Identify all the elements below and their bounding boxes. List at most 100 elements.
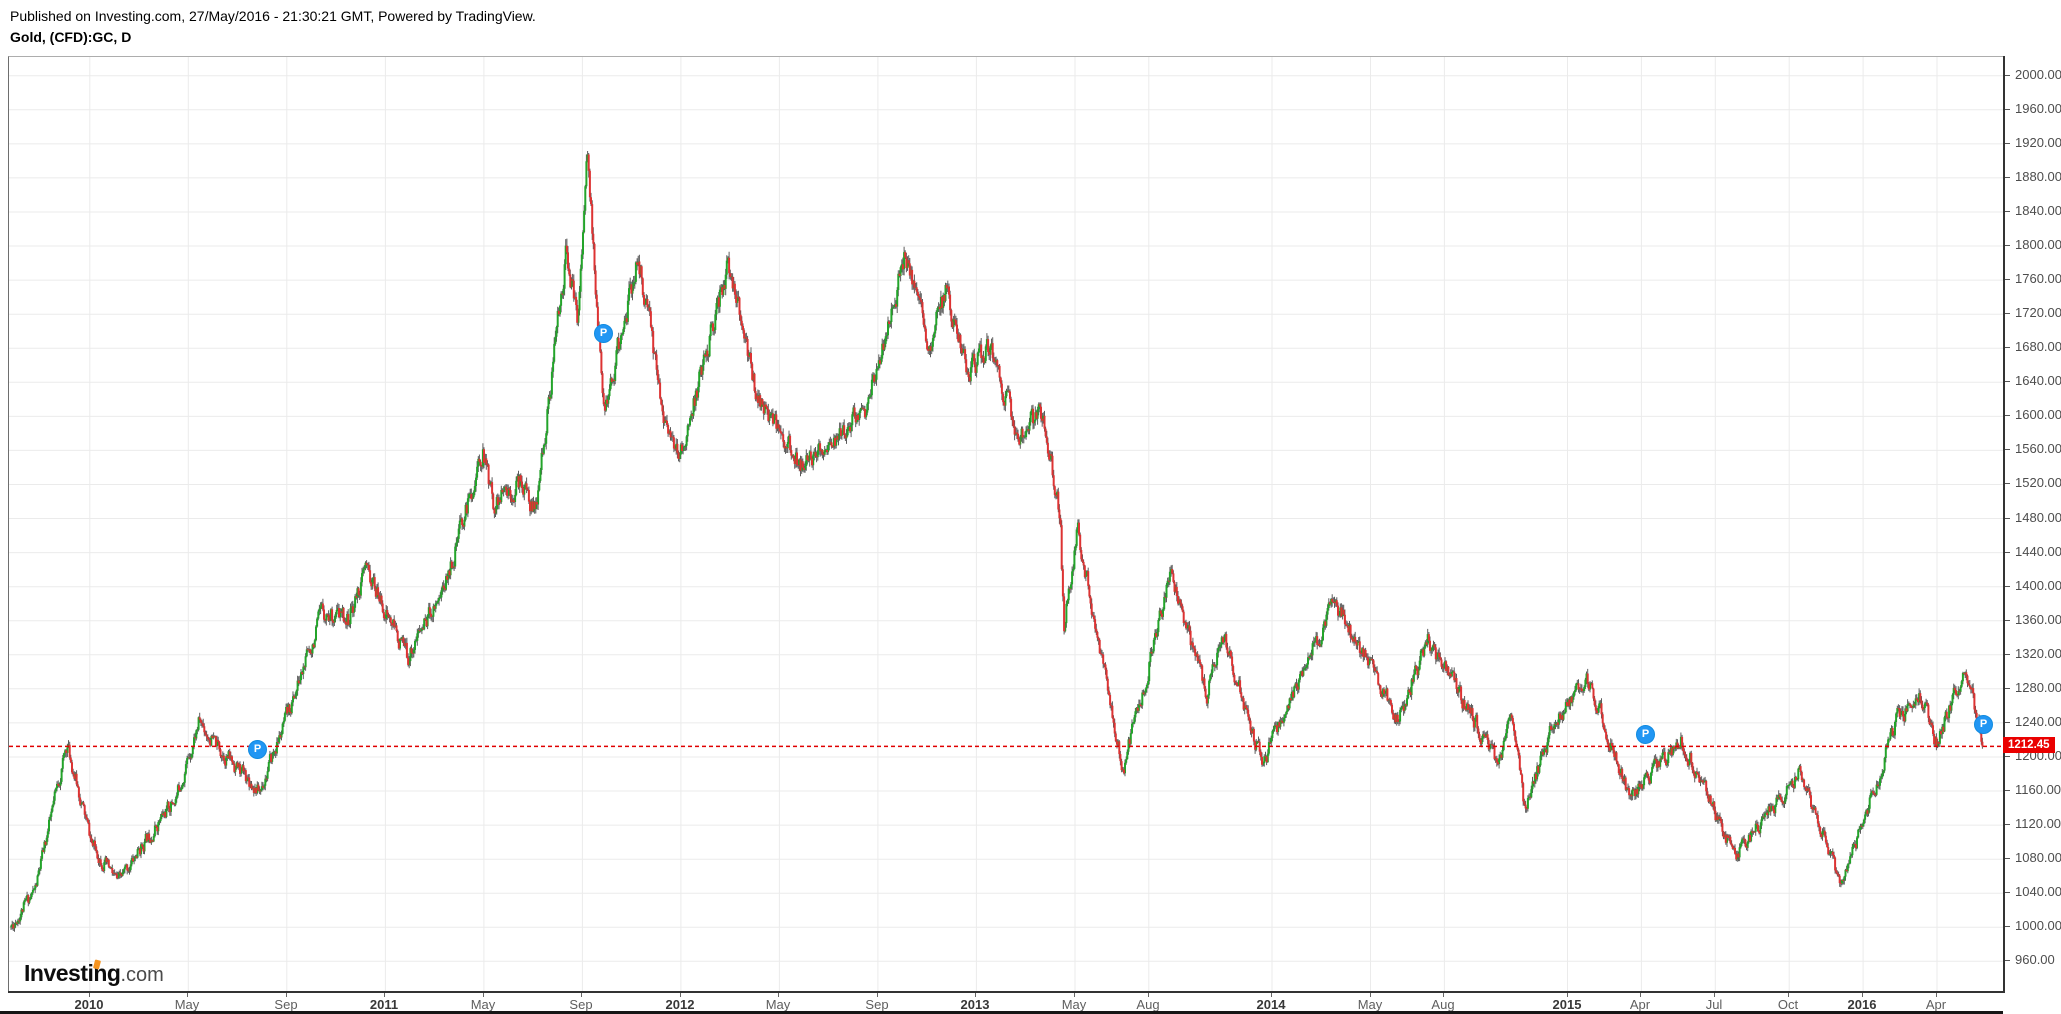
time-axis[interactable]: 2010 May Sep 2011 May Sep 2012 May Sep 2013 May Aug… — [8, 991, 2003, 1013]
price-tick-mark — [2005, 381, 2010, 382]
price-tick-label: 1920.00 — [2015, 135, 2061, 150]
price-tick-mark — [2005, 960, 2010, 961]
price-axis[interactable]: 2000.00 1960.00 1920.00 1880.00 1840.00 1800.… — [2003, 56, 2061, 993]
price-tick-label: 1560.00 — [2015, 441, 2061, 456]
price-tick-label: 1040.00 — [2015, 884, 2061, 899]
time-tick-label-month: May — [1357, 997, 1383, 1012]
price-tick-label: 1760.00 — [2015, 271, 2061, 286]
price-tick-mark — [2005, 756, 2010, 757]
price-tick-label: 1080.00 — [2015, 850, 2061, 865]
candlestick-plot[interactable] — [9, 57, 2004, 992]
price-chart[interactable]: Investing.com P P P P — [8, 56, 2004, 992]
time-tick-label-month: Sep — [569, 997, 593, 1012]
investing-logo: Investing.com — [24, 959, 164, 987]
price-tick-label: 1480.00 — [2015, 510, 2061, 525]
time-tick-mark — [680, 993, 681, 997]
price-tick-label: 1800.00 — [2015, 237, 2061, 252]
down-candles — [12, 154, 1984, 929]
price-tick-mark — [2005, 790, 2010, 791]
position-marker[interactable]: P — [594, 324, 613, 343]
gridlines — [9, 57, 2004, 992]
time-tick-label-year: 2013 — [960, 997, 990, 1012]
time-tick-label-month: Oct — [1777, 997, 1799, 1012]
time-tick-label-month: May — [1061, 997, 1087, 1012]
position-marker[interactable]: P — [1974, 715, 1993, 734]
time-tick-mark — [89, 993, 90, 997]
price-tick-label: 2000.00 — [2015, 67, 2061, 82]
price-tick-label: 1440.00 — [2015, 544, 2061, 559]
price-tick-mark — [2005, 688, 2010, 689]
time-tick-mark — [877, 993, 878, 997]
time-tick-mark — [1788, 993, 1789, 997]
price-tick-label: 1000.00 — [2015, 918, 2061, 933]
time-tick-mark — [1370, 993, 1371, 997]
price-tick-mark — [2005, 415, 2010, 416]
time-tick-label-month: May — [765, 997, 791, 1012]
time-tick-label-year: 2014 — [1256, 997, 1286, 1012]
time-tick-label-month: Sep — [274, 997, 298, 1012]
price-tick-mark — [2005, 722, 2010, 723]
time-tick-mark — [1714, 993, 1715, 997]
time-tick-mark — [1148, 993, 1149, 997]
time-tick-mark — [1443, 993, 1444, 997]
price-tick-mark — [2005, 620, 2010, 621]
logo-text: Investing — [24, 960, 121, 986]
time-tick-mark — [778, 993, 779, 997]
last-price-tag: 1212.45 — [2003, 737, 2055, 753]
time-tick-label-month: Aug — [1431, 997, 1455, 1012]
price-tick-label: 1120.00 — [2015, 816, 2061, 831]
price-tick-mark — [2005, 279, 2010, 280]
time-tick-mark — [1640, 993, 1641, 997]
time-tick-label-year: 2011 — [369, 997, 399, 1012]
time-tick-label-month: May — [470, 997, 496, 1012]
time-tick-mark — [1862, 993, 1863, 997]
symbol-title: Gold, (CFD):GC, D — [10, 29, 132, 45]
price-tick-label: 1240.00 — [2015, 714, 2061, 729]
position-marker[interactable]: P — [1636, 725, 1655, 744]
up-candles — [10, 154, 1980, 929]
price-tick-mark — [2005, 109, 2010, 110]
price-tick-label: 1880.00 — [2015, 169, 2061, 184]
bottom-border-bar — [0, 1011, 2003, 1014]
price-tick-label: 1960.00 — [2015, 101, 2061, 116]
time-tick-mark — [1074, 993, 1075, 997]
price-tick-mark — [2005, 926, 2010, 927]
price-tick-label: 1680.00 — [2015, 339, 2061, 354]
time-tick-label-year: 2015 — [1552, 997, 1582, 1012]
time-tick-label-year: 2016 — [1847, 997, 1877, 1012]
time-tick-label-month: Apr — [1925, 997, 1947, 1012]
price-tick-label: 960.00 — [2015, 952, 2055, 967]
time-tick-label-year: 2012 — [665, 997, 695, 1012]
price-tick-label: 1840.00 — [2015, 203, 2061, 218]
logo-suffix: .com — [120, 964, 164, 986]
price-tick-label: 1160.00 — [2015, 782, 2061, 797]
time-tick-label-month: Jul — [1705, 997, 1723, 1012]
price-tick-mark — [2005, 858, 2010, 859]
time-tick-mark — [286, 993, 287, 997]
price-tick-label: 1520.00 — [2015, 475, 2061, 490]
price-tick-mark — [2005, 347, 2010, 348]
time-tick-label-year: 2010 — [74, 997, 104, 1012]
price-tick-label: 1600.00 — [2015, 407, 2061, 422]
price-tick-mark — [2005, 483, 2010, 484]
price-tick-mark — [2005, 654, 2010, 655]
position-marker[interactable]: P — [248, 740, 267, 759]
price-tick-label: 1280.00 — [2015, 680, 2061, 695]
price-tick-mark — [2005, 211, 2010, 212]
time-tick-mark — [187, 993, 188, 997]
time-tick-label-month: Aug — [1136, 997, 1160, 1012]
time-tick-mark — [483, 993, 484, 997]
time-tick-mark — [384, 993, 385, 997]
price-tick-mark — [2005, 143, 2010, 144]
price-tick-label: 1320.00 — [2015, 646, 2061, 661]
time-tick-mark — [581, 993, 582, 997]
candle-wicks — [10, 151, 1983, 932]
price-tick-label: 1720.00 — [2015, 305, 2061, 320]
price-tick-mark — [2005, 824, 2010, 825]
price-tick-label: 1360.00 — [2015, 612, 2061, 627]
time-tick-mark — [1936, 993, 1937, 997]
time-tick-mark — [1567, 993, 1568, 997]
price-tick-label: 1640.00 — [2015, 373, 2061, 388]
price-tick-mark — [2005, 892, 2010, 893]
